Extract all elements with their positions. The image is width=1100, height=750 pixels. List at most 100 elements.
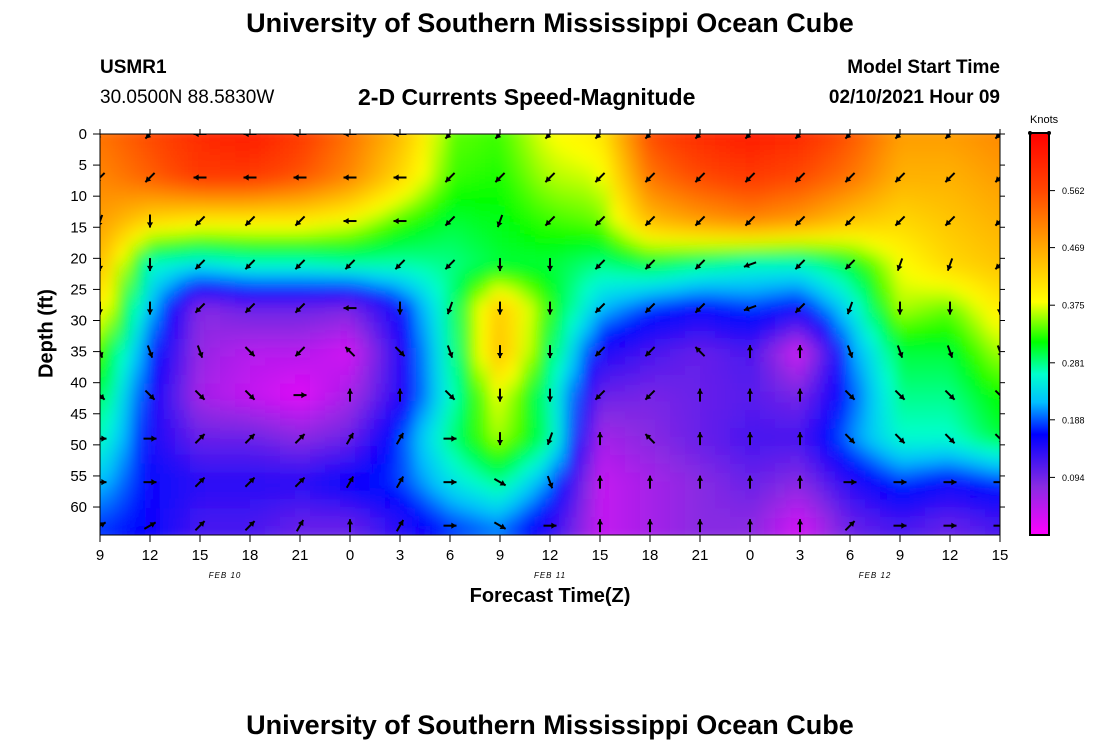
x-tick-label: 15	[192, 547, 209, 564]
heatmap-cell	[400, 196, 416, 206]
heatmap-cell	[415, 223, 431, 233]
heatmap-cell	[835, 276, 851, 287]
heatmap-cell	[535, 330, 551, 340]
heatmap-cell	[970, 347, 986, 358]
x-tick-label: 21	[292, 547, 309, 564]
heatmap-cell	[400, 151, 416, 162]
heatmap-cell	[625, 187, 641, 197]
heatmap-cell	[385, 499, 401, 509]
heatmap-cell	[655, 178, 671, 189]
heatmap-cell	[490, 410, 506, 420]
heatmap-cell	[550, 347, 566, 358]
heatmap-cell	[415, 134, 431, 135]
heatmap-cell	[610, 445, 626, 456]
heatmap-cell	[790, 472, 806, 483]
heatmap-cell	[670, 463, 686, 474]
heatmap-cell	[895, 312, 911, 322]
current-arrow	[796, 432, 804, 446]
heatmap-cell	[235, 517, 251, 527]
current-arrow	[843, 479, 857, 486]
heatmap-cell	[940, 490, 956, 500]
heatmap-cell	[385, 356, 401, 367]
heatmap-cell	[925, 276, 941, 287]
heatmap-cell	[730, 347, 746, 358]
heatmap-cell	[100, 285, 101, 295]
heatmap-cell	[250, 276, 266, 287]
heatmap-cell	[100, 338, 116, 349]
heatmap-cell	[610, 410, 626, 420]
heatmap-cell	[685, 151, 701, 162]
heatmap-cell	[640, 517, 656, 527]
heatmap-cell	[460, 330, 476, 340]
heatmap-cell	[670, 321, 686, 331]
current-arrow	[796, 388, 804, 402]
heatmap-cell	[745, 454, 761, 465]
heatmap-cell	[130, 178, 146, 189]
heatmap-cell	[805, 258, 821, 269]
heatmap-cell	[775, 508, 791, 518]
heatmap-cell	[715, 303, 731, 313]
heatmap-cell	[565, 445, 581, 456]
heatmap-cell	[610, 267, 626, 278]
heatmap-cell	[730, 481, 746, 492]
heatmap-cell	[160, 294, 176, 304]
heatmap-cell	[250, 392, 266, 402]
heatmap-cell	[415, 196, 431, 206]
heatmap-cell	[955, 436, 971, 447]
heatmap-cell	[865, 526, 881, 535]
heatmap-cell	[460, 160, 476, 171]
heatmap-cell	[850, 232, 866, 242]
heatmap-cell	[115, 134, 131, 144]
heatmap-cell	[100, 463, 116, 474]
heatmap-cell	[430, 249, 446, 260]
heatmap-cell	[490, 267, 506, 278]
heatmap-cell	[820, 214, 836, 224]
heatmap-cell	[415, 294, 431, 304]
heatmap-cell	[175, 330, 191, 340]
heatmap-cell	[400, 347, 416, 358]
heatmap-cell	[130, 276, 146, 287]
heatmap-cell	[1000, 303, 1016, 313]
heatmap-cell	[310, 392, 326, 402]
heatmap-cell	[145, 196, 161, 206]
heatmap-cell	[730, 330, 746, 340]
heatmap-cell	[385, 392, 401, 402]
current-arrow	[496, 214, 504, 228]
heatmap-cell	[325, 517, 341, 527]
heatmap-cell	[940, 134, 956, 135]
heatmap-cell	[805, 356, 821, 367]
heatmap-cell	[355, 517, 371, 527]
heatmap-cell	[505, 258, 521, 269]
heatmap-cell	[820, 338, 836, 349]
current-arrow	[596, 432, 604, 446]
heatmap-cell	[685, 436, 701, 447]
heatmap-cell	[595, 240, 611, 251]
heatmap-cell	[175, 187, 191, 197]
heatmap-cell	[490, 134, 506, 135]
heatmap-cell	[310, 463, 326, 474]
heatmap-cell	[460, 151, 476, 162]
heatmap-cell	[565, 303, 581, 313]
heatmap-cell	[715, 401, 731, 411]
heatmap-cell	[430, 258, 446, 269]
heatmap-cell	[730, 365, 746, 376]
heatmap-cell	[655, 303, 671, 313]
heatmap-cell	[880, 428, 896, 438]
heatmap-cell	[400, 338, 416, 349]
heatmap-cell	[385, 258, 401, 269]
heatmap-cell	[655, 205, 671, 215]
heatmap-cell	[160, 428, 176, 438]
heatmap-cell	[940, 410, 956, 420]
heatmap-cell	[955, 535, 971, 545]
heatmap-cell	[535, 481, 551, 492]
heatmap-cell	[100, 526, 101, 535]
heatmap-cell	[760, 134, 776, 135]
heatmap-cell	[775, 232, 791, 242]
heatmap-cell	[655, 374, 671, 385]
heatmap-cell	[490, 249, 506, 260]
heatmap-cell	[430, 285, 446, 295]
heatmap-cell	[550, 240, 566, 251]
heatmap-cell	[505, 356, 521, 367]
heatmap-cell	[985, 454, 1000, 465]
heatmap-cell	[220, 490, 236, 500]
